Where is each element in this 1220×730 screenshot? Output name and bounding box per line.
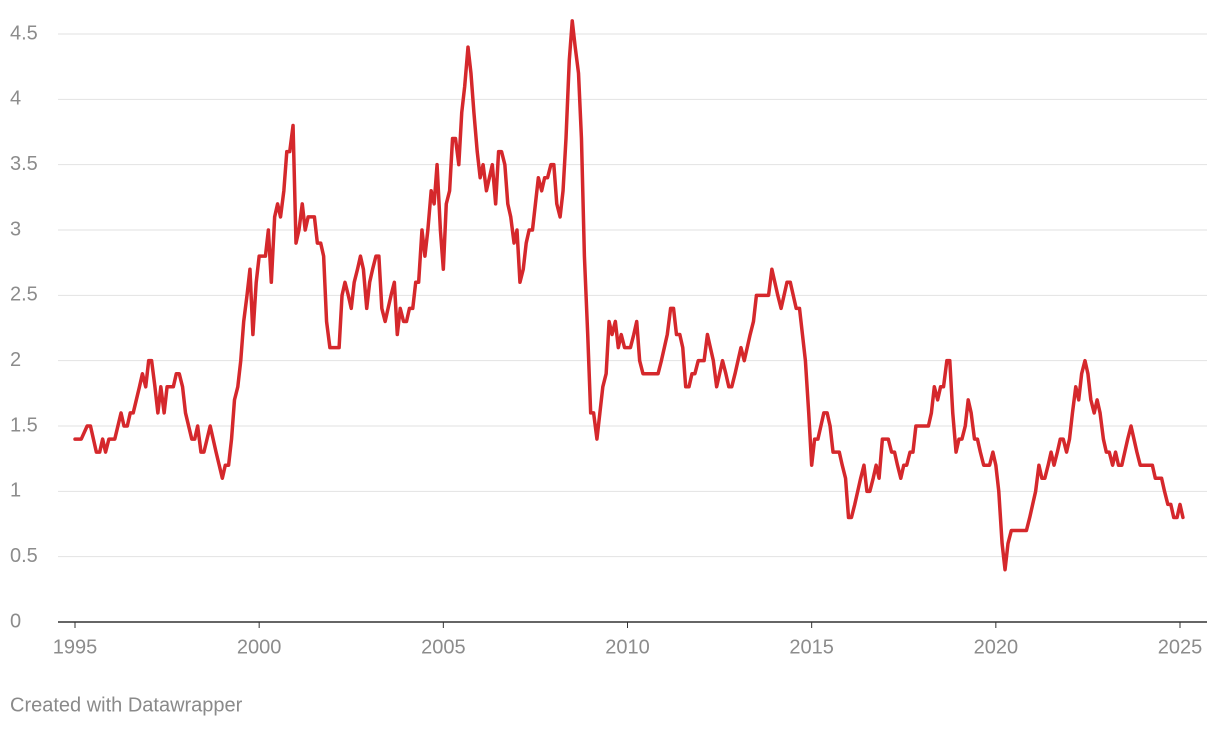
y-tick-label: 4.5	[10, 22, 38, 44]
line-series	[73, 19, 1185, 572]
x-tick-label: 2010	[605, 636, 650, 658]
source-note: Created with Datawrapper	[10, 694, 243, 716]
x-tick-label: 2020	[974, 636, 1019, 658]
y-tick-label: 2.5	[10, 284, 38, 306]
y-tick-label: 0.5	[10, 545, 38, 567]
x-tick-label: 2015	[789, 636, 834, 658]
y-tick-label: 1.5	[10, 414, 38, 436]
y-tick-label: 1	[10, 480, 21, 502]
y-tick-label: 3.5	[10, 153, 38, 175]
x-tick-label: 2025	[1158, 636, 1203, 658]
x-tick-label: 2005	[421, 636, 466, 658]
y-tick-label: 3	[10, 218, 21, 240]
y-tick-label: 0	[10, 610, 21, 632]
y-tick-label: 4	[10, 88, 21, 110]
x-tick-label: 2000	[237, 636, 282, 658]
y-tick-label: 2	[10, 349, 21, 371]
x-tick-label: 1995	[53, 636, 98, 658]
